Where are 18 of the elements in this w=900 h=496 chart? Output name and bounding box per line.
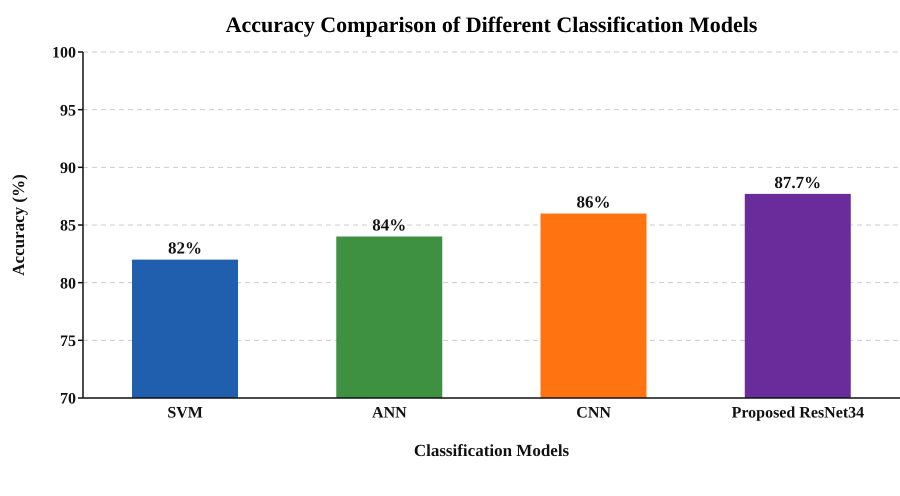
x-tick-label: CNN (576, 404, 612, 422)
x-axis-title: Classification Models (414, 441, 570, 460)
x-tick-label: Proposed ResNet34 (732, 404, 864, 422)
y-tick-label: 100 (52, 44, 76, 62)
y-axis-title: Accuracy (%) (9, 174, 28, 276)
data-label: 84% (372, 216, 406, 235)
y-tick-label: 85 (60, 218, 76, 235)
chart-title: Accuracy Comparison of Different Classification Models (224, 12, 758, 38)
y-tick-label: 90 (60, 160, 76, 178)
data-label: 87.7% (774, 172, 822, 192)
y-tick-label: 95 (60, 102, 76, 120)
data-label: 86% (576, 192, 611, 212)
y-tick-label: 70 (60, 390, 76, 408)
y-tick-label: 80 (60, 275, 76, 292)
x-tick-label: SVM (167, 404, 203, 422)
x-tick-label: ANN (372, 404, 408, 422)
data-label: 82% (168, 238, 202, 258)
y-tick-label: 75 (60, 333, 76, 350)
